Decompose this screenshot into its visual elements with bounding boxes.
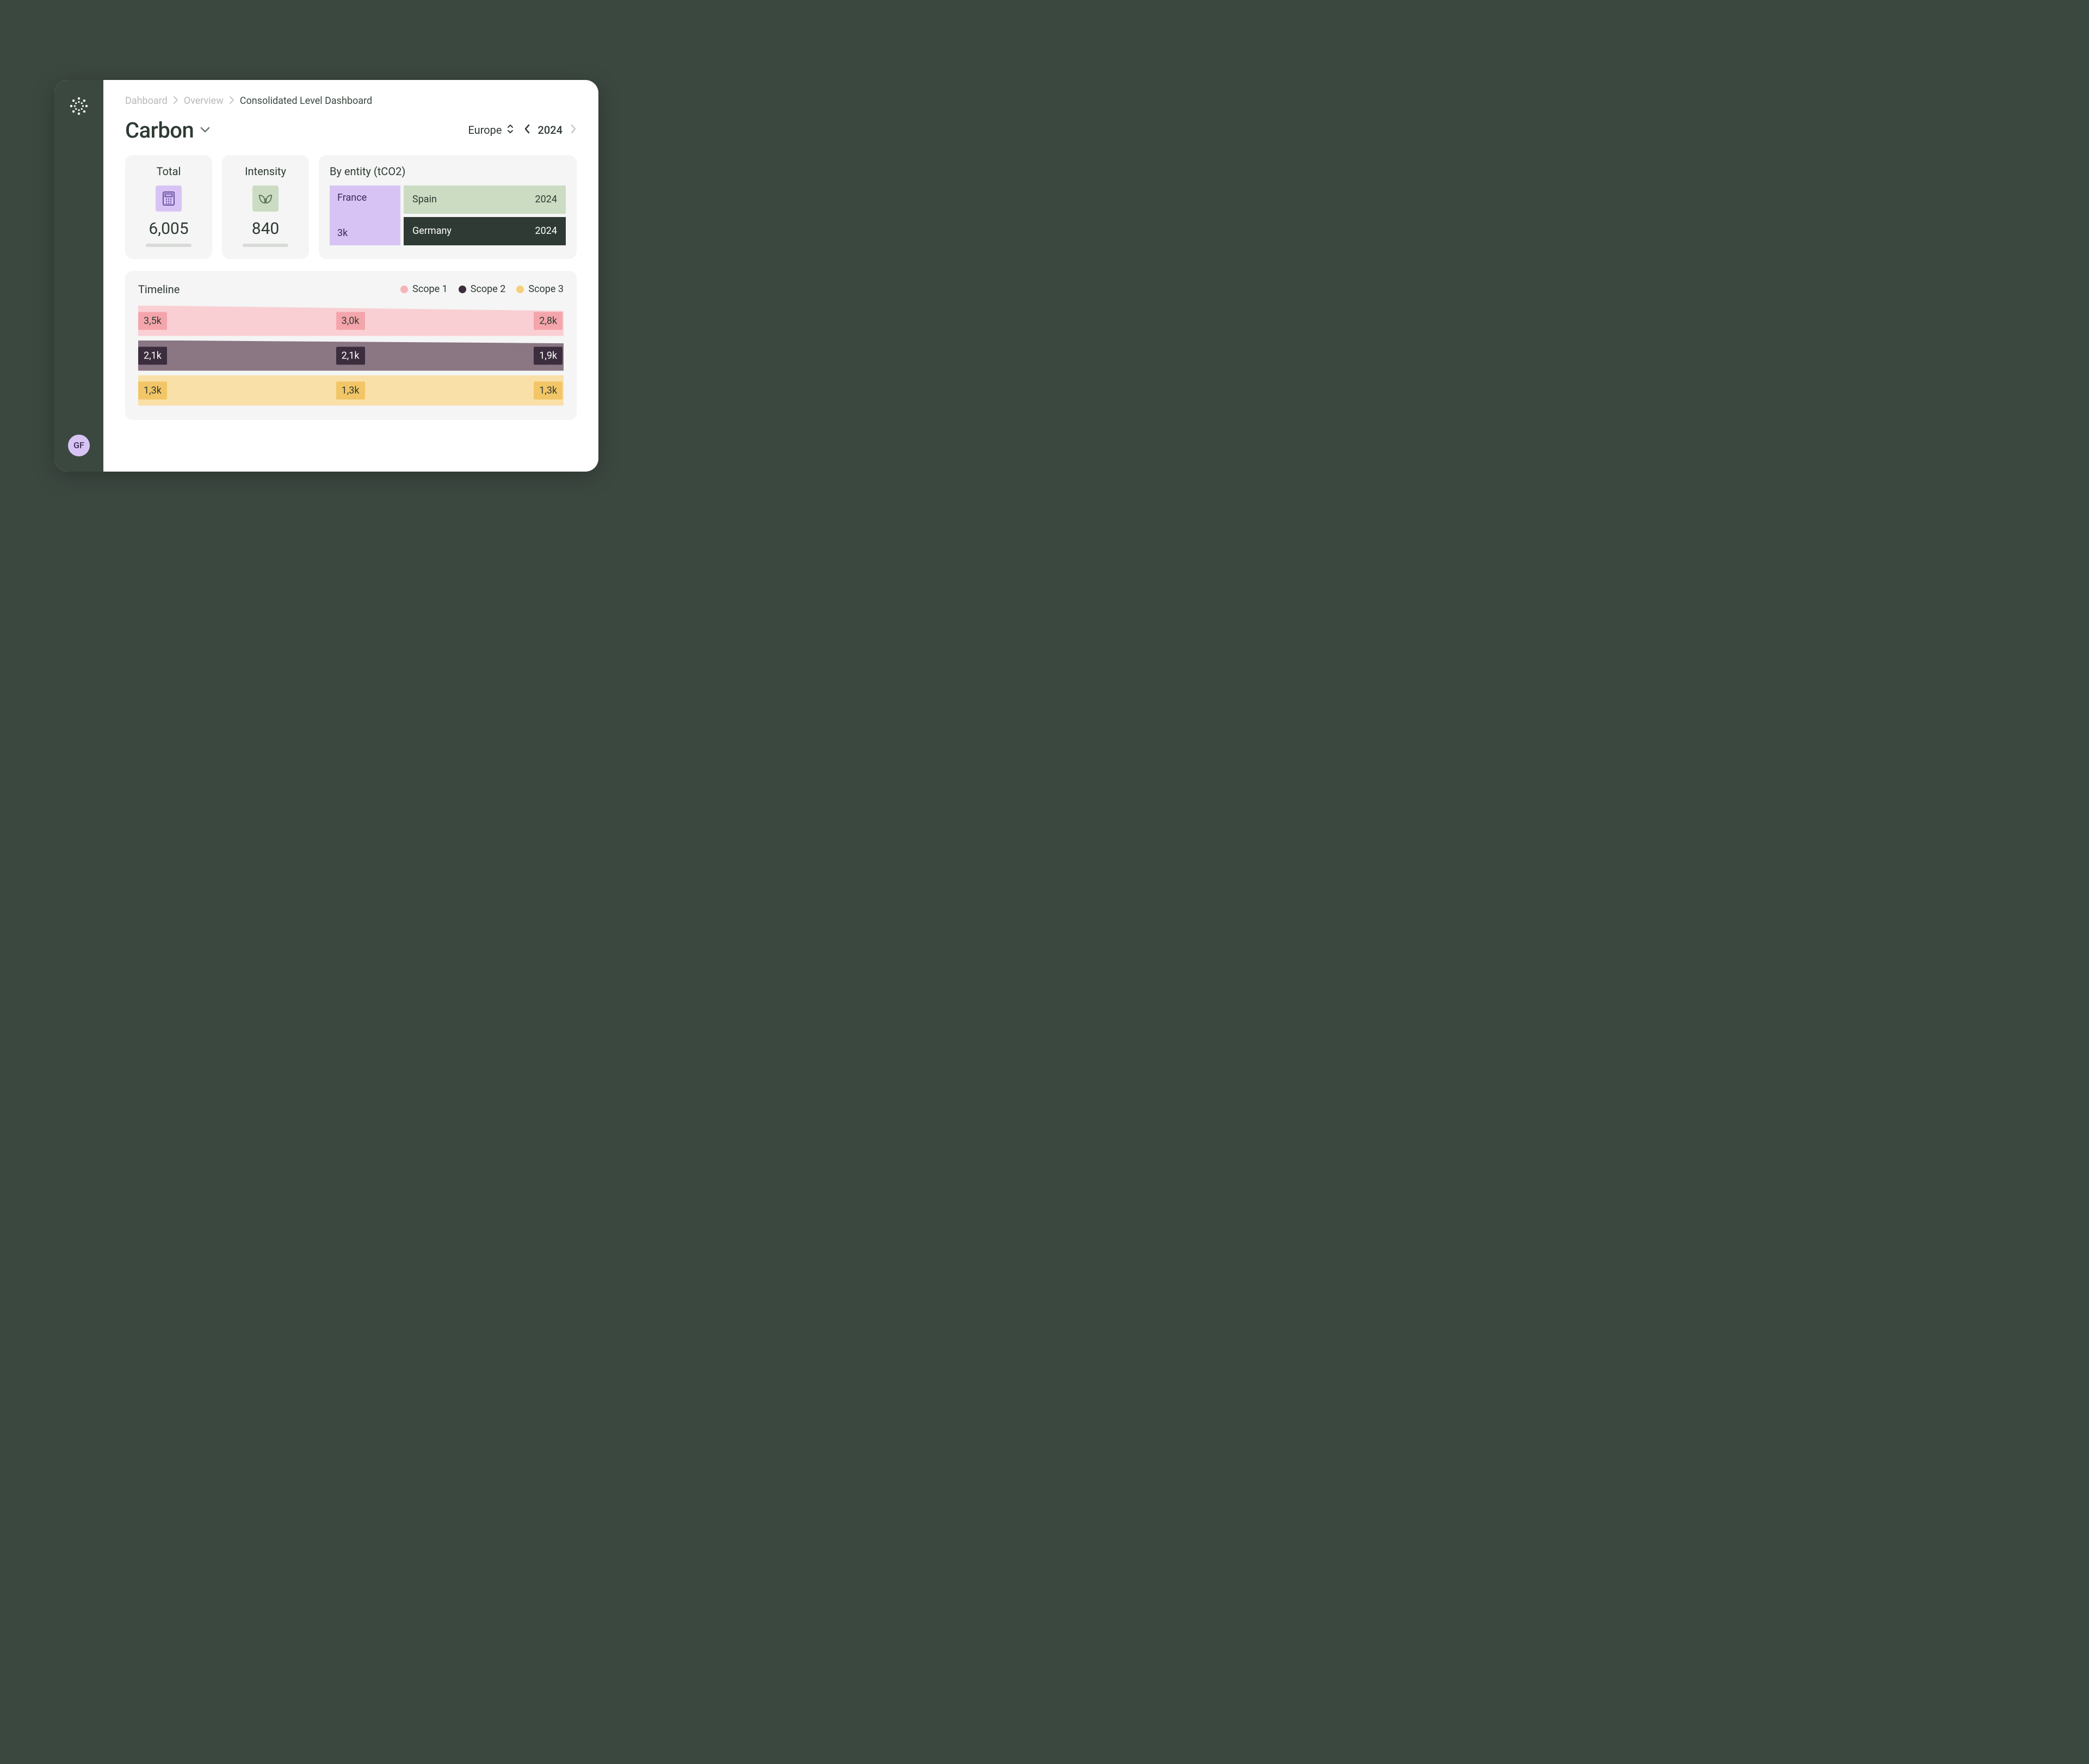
- timeline-chart: 3,5k 3,0k 2,8k 2,1k 2,1k 1,9k 1,3k 1,3k 1,3k: [138, 306, 564, 406]
- year-next-button[interactable]: [570, 123, 577, 137]
- entity-cell-spain[interactable]: Spain 2024: [404, 185, 566, 214]
- user-initials: GF: [73, 440, 84, 450]
- chart-row: 3,5k 3,0k 2,8k: [138, 306, 564, 336]
- legend-label: Scope 2: [471, 283, 506, 295]
- year-label: 2024: [538, 123, 563, 137]
- chevron-right-icon: [229, 95, 234, 107]
- breadcrumb-item: Consolidated Level Dashboard: [240, 95, 372, 107]
- region-select[interactable]: Europe: [468, 123, 514, 137]
- entity-name: Germany: [412, 225, 452, 237]
- entity-card: By entity (tCO2) France 3k Spain 2024 Ge…: [319, 155, 577, 259]
- legend-dot-icon: [400, 286, 408, 293]
- chart-value-label: 2,1k: [138, 346, 167, 364]
- calculator-icon: [156, 185, 182, 212]
- stat-label: Intensity: [245, 165, 286, 178]
- entity-year: 2024: [535, 225, 557, 237]
- app-window: GF Dahboard Overview Consolidated Level …: [54, 80, 598, 472]
- title-row: Carbon Europe: [125, 117, 577, 143]
- entity-grid: France 3k Spain 2024 Germany 2024: [330, 185, 566, 245]
- page-title: Carbon: [125, 117, 194, 143]
- entity-name: France: [337, 192, 393, 203]
- year-prev-button[interactable]: [524, 123, 530, 137]
- legend-item: Scope 2: [459, 283, 506, 295]
- timeline-card: Timeline Scope 1 Scope 2 Scope 3: [125, 271, 577, 420]
- chart-value-label: 1,3k: [534, 381, 563, 399]
- legend-dot-icon: [459, 286, 466, 293]
- breadcrumb-item[interactable]: Dahboard: [125, 95, 168, 107]
- chart-value-label: 1,9k: [534, 346, 563, 364]
- chart-row: 1,3k 1,3k 1,3k: [138, 375, 564, 406]
- legend-item: Scope 3: [516, 283, 564, 295]
- stat-card-total: Total 6,005: [125, 155, 212, 259]
- chart-value-label: 1,3k: [138, 381, 167, 399]
- stats-row: Total 6,005 Intensity: [125, 155, 577, 259]
- chart-value-label: 1,3k: [336, 381, 365, 399]
- page-title-select[interactable]: Carbon: [125, 117, 210, 143]
- sidebar: GF: [54, 80, 103, 472]
- entity-name: Spain: [412, 194, 437, 205]
- stat-label: Total: [157, 165, 181, 178]
- app-logo-icon: [68, 95, 90, 117]
- stat-card-intensity: Intensity 840: [222, 155, 309, 259]
- legend-label: Scope 1: [412, 283, 448, 295]
- stat-value: 6,005: [149, 219, 188, 238]
- user-avatar[interactable]: GF: [68, 435, 90, 456]
- entity-cell-france[interactable]: France 3k: [330, 185, 400, 245]
- stat-underline: [146, 244, 191, 247]
- leaf-icon: [252, 185, 279, 212]
- entity-value: 3k: [337, 227, 393, 239]
- timeline-title: Timeline: [138, 283, 180, 296]
- entity-cell-germany[interactable]: Germany 2024: [404, 217, 566, 245]
- stat-underline: [243, 244, 288, 247]
- sort-icon: [506, 123, 514, 137]
- timeline-legend: Scope 1 Scope 2 Scope 3: [400, 283, 564, 295]
- stat-value: 840: [252, 219, 280, 238]
- breadcrumb-item[interactable]: Overview: [184, 95, 224, 107]
- breadcrumb: Dahboard Overview Consolidated Level Das…: [125, 95, 577, 107]
- main-content: Dahboard Overview Consolidated Level Das…: [103, 80, 598, 472]
- year-nav: 2024: [524, 123, 577, 137]
- chart-value-label: 3,5k: [138, 312, 167, 330]
- chart-value-label: 3,0k: [336, 312, 365, 330]
- chart-value-label: 2,8k: [534, 312, 563, 330]
- chart-value-label: 2,1k: [336, 346, 365, 364]
- legend-label: Scope 3: [528, 283, 564, 295]
- entity-title: By entity (tCO2): [330, 165, 566, 178]
- chevron-down-icon: [200, 125, 210, 135]
- chart-row: 2,1k 2,1k 1,9k: [138, 341, 564, 371]
- chevron-right-icon: [173, 95, 178, 107]
- legend-item: Scope 1: [400, 283, 448, 295]
- entity-year: 2024: [535, 194, 557, 205]
- region-label: Europe: [468, 123, 502, 137]
- legend-dot-icon: [516, 286, 524, 293]
